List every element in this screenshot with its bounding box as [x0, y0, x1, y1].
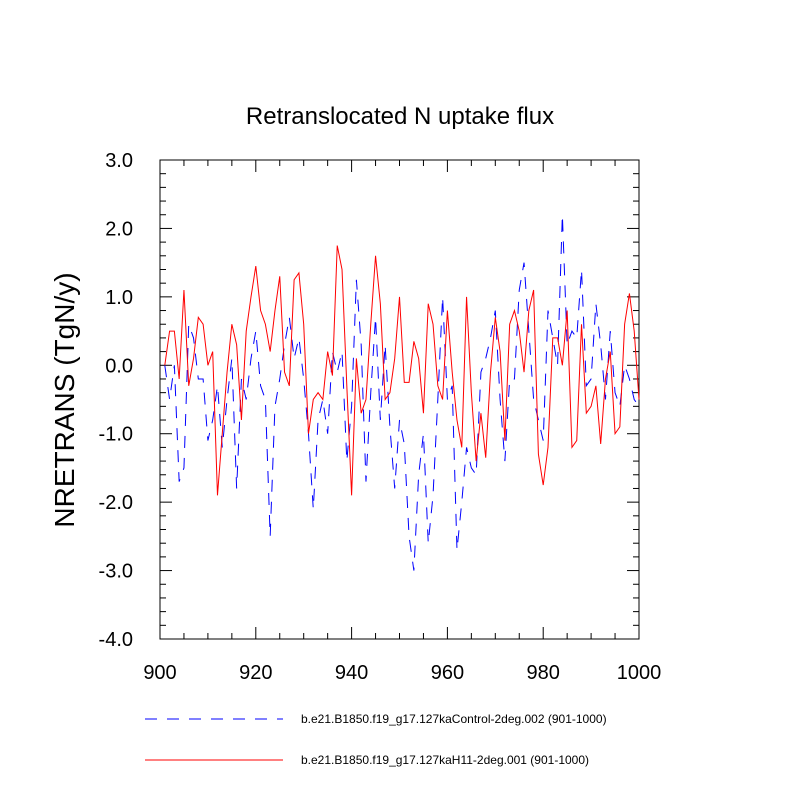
- series-line-1: [164, 214, 640, 571]
- plot-frame: [159, 159, 640, 640]
- y-tick-label: 3.0: [105, 150, 133, 172]
- y-axis-label: NRETRANS (TgN/y): [49, 272, 80, 527]
- x-tick-label: 980: [527, 662, 560, 684]
- y-tick-label: -1.0: [99, 424, 133, 446]
- x-tick-label: 960: [431, 662, 464, 684]
- x-tick-label: 920: [239, 662, 272, 684]
- axis-ticks: [159, 159, 640, 640]
- x-tick-label: 900: [143, 662, 176, 684]
- y-tick-label: -2.0: [99, 492, 133, 514]
- legend-label-2: b.e21.B1850.f19_g17.127kaH11-2deg.001 (9…: [301, 753, 589, 767]
- legend-label-1: b.e21.B1850.f19_g17.127kaControl-2deg.00…: [301, 712, 607, 726]
- y-tick-label: -4.0: [99, 629, 133, 651]
- y-tick-label: 0.0: [105, 355, 133, 377]
- series-lines: [164, 214, 640, 571]
- y-tick-label: -3.0: [99, 561, 133, 583]
- y-tick-label: 2.0: [105, 218, 133, 240]
- x-tick-label: 1000: [617, 662, 662, 684]
- legend: b.e21.B1850.f19_g17.127kaControl-2deg.00…: [145, 712, 607, 767]
- chart-title: Retranslocated N uptake flux: [246, 103, 554, 130]
- axis-tick-labels: 900 920 940 960 980 1000 -4.0 -3.0 -2.0 -1.0 0.0 1.…: [99, 150, 662, 684]
- y-tick-label: 1.0: [105, 287, 133, 309]
- x-tick-label: 940: [335, 662, 368, 684]
- series-line-2: [164, 245, 640, 496]
